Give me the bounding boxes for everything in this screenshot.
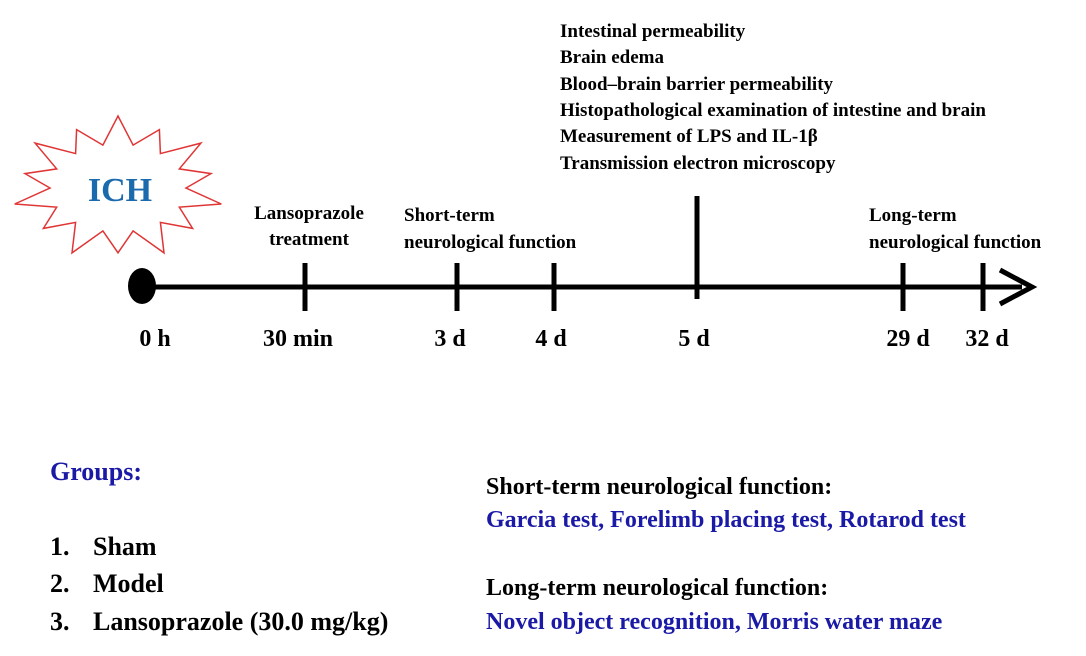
ich-badge: ICH xyxy=(88,172,152,209)
time-label: 5 d xyxy=(678,326,710,352)
group-number: 3. xyxy=(50,607,70,636)
event-label: Short-term xyxy=(404,205,495,226)
groups-title: Groups: xyxy=(50,457,142,486)
group-label: Model xyxy=(93,569,164,598)
measurement: Blood–brain barrier permeability xyxy=(560,74,834,95)
measurement: Transmission electron microscopy xyxy=(560,153,836,174)
group-label: Lansoprazole (30.0 mg/kg) xyxy=(93,607,388,636)
start-dot xyxy=(128,268,156,304)
group-number: 1. xyxy=(50,532,70,561)
group-number: 2. xyxy=(50,569,70,598)
event-label: neurological function xyxy=(404,232,577,253)
test-items: Novel object recognition, Morris water m… xyxy=(486,609,943,635)
measurements: Intestinal permeability Brain edema Bloo… xyxy=(560,21,986,174)
test-items: Garcia test, Forelimb placing test, Rota… xyxy=(486,507,966,533)
event-label: treatment xyxy=(269,229,350,250)
time-label: 0 h xyxy=(139,326,170,352)
event-label: Lansoprazole xyxy=(254,203,364,224)
test-heading: Long-term neurological function: xyxy=(486,575,828,601)
time-label: 32 d xyxy=(965,326,1009,352)
time-label: 30 min xyxy=(263,326,333,352)
time-label: 3 d xyxy=(434,326,466,352)
starburst xyxy=(14,114,222,255)
event-label: Long-term xyxy=(869,205,957,226)
measurement: Measurement of LPS and IL-1β xyxy=(560,126,818,147)
measurement: Brain edema xyxy=(560,47,664,68)
measurement: Histopathological examination of intesti… xyxy=(560,100,986,121)
timeline xyxy=(128,196,1038,307)
event-label: neurological function xyxy=(869,232,1042,253)
arrow-head xyxy=(998,267,1038,307)
time-label: 29 d xyxy=(886,326,930,352)
test-heading: Short-term neurological function: xyxy=(486,474,832,500)
measurement: Intestinal permeability xyxy=(560,21,746,42)
group-label: Sham xyxy=(93,532,157,561)
time-label: 4 d xyxy=(535,326,567,352)
